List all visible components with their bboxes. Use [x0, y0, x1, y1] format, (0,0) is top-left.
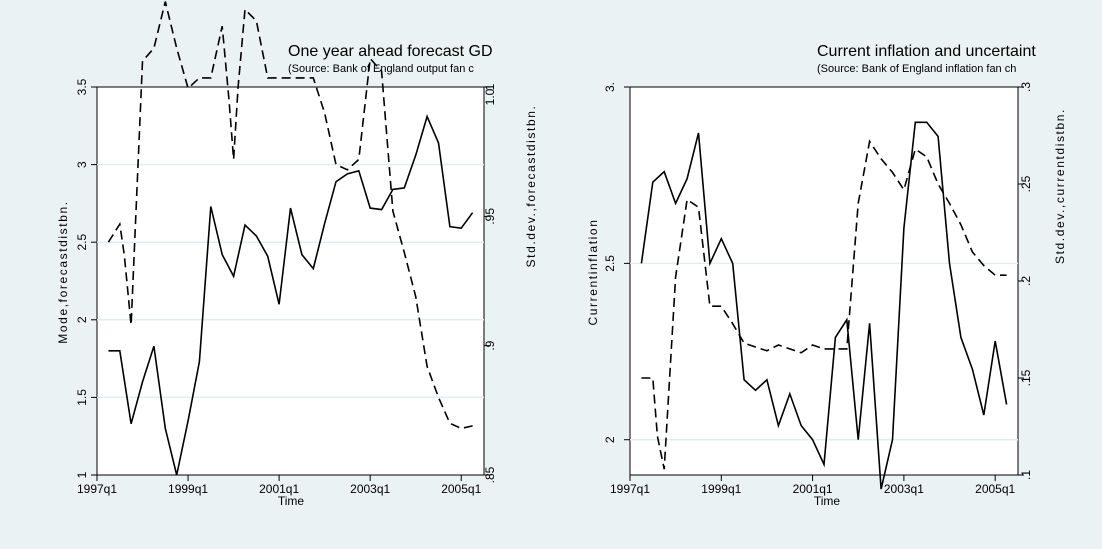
y-tick-label-right: .85 [483, 466, 497, 483]
series-line-right-axis [641, 139, 1007, 470]
series-line-right-axis [107, 1, 473, 430]
y-tick-label-right: .25 [1019, 175, 1033, 192]
y-axis-label-right: Std.dev.,currentdistbn. [1053, 108, 1067, 264]
y-tick-label-left: 2 [603, 436, 617, 443]
y-tick-label-right: .9 [483, 340, 497, 350]
x-tick-label: 1997q1 [77, 482, 117, 496]
x-tick-label: 2003q1 [884, 482, 924, 496]
x-tick-label: 2005q1 [975, 482, 1015, 496]
y-axis-label-left: Mode,forecastdistbn. [56, 200, 70, 343]
y-tick-label-right: .2 [1019, 276, 1033, 286]
y-axis-label-right: Std.dev.,forecastdistbn. [524, 105, 538, 268]
x-tick-label: 2003q1 [350, 482, 390, 496]
x-tick-label: 1999q1 [168, 482, 208, 496]
x-tick-label: 2001q1 [793, 482, 833, 496]
y-tick-label-left: 1.5 [75, 389, 89, 406]
plot-area [629, 86, 1019, 476]
y-tick-label-left: 3.5 [75, 78, 89, 95]
panel-gap [559, 30, 567, 90]
chart-title: One year ahead forecast GD [288, 43, 493, 60]
x-tick-label: 1997q1 [610, 482, 650, 496]
chart-subtitle: (Source: Bank of England output fan c [288, 63, 474, 75]
y-axis-label-left: Currentinflation [586, 219, 600, 326]
series-line-left-axis [108, 114, 474, 476]
y-tick-label-left: 3. [603, 82, 617, 92]
series-line-left-axis [640, 121, 1008, 490]
plot-area [96, 86, 485, 476]
y-tick-label-right: .3 [1019, 82, 1033, 92]
x-tick-label: 2005q1 [441, 482, 481, 496]
y-tick-label-right: 1 [483, 83, 497, 90]
x-tick-label: 1999q1 [701, 482, 741, 496]
x-tick-label: 2001q1 [259, 482, 299, 496]
x-axis-label: Time [814, 494, 841, 508]
chart-title: Current inflation and uncertaint [817, 43, 1036, 60]
y-tick-label-left: 2.5 [75, 234, 89, 251]
chart-subtitle: (Source: Bank of England inflation fan c… [817, 63, 1016, 75]
y-tick-label-right: .1 [1019, 470, 1033, 480]
y-tick-label-left: 3 [75, 161, 89, 168]
y-tick-label-right: .15 [1019, 369, 1033, 386]
y-tick-label-left: 2.5 [603, 255, 617, 272]
y-tick-label-right: .95 [483, 208, 497, 225]
x-axis-label: Time [278, 494, 305, 508]
chart-panel-2: 2 2.5 3. .1 .15 .2 .25 .3 1997q1 1999q1 2001q1 2003… [586, 43, 1067, 508]
y-tick-label-left: 2 [75, 316, 89, 323]
y-tick-label-left: 1 [75, 471, 89, 478]
y-tick-label-right: 1.0 [483, 88, 497, 105]
